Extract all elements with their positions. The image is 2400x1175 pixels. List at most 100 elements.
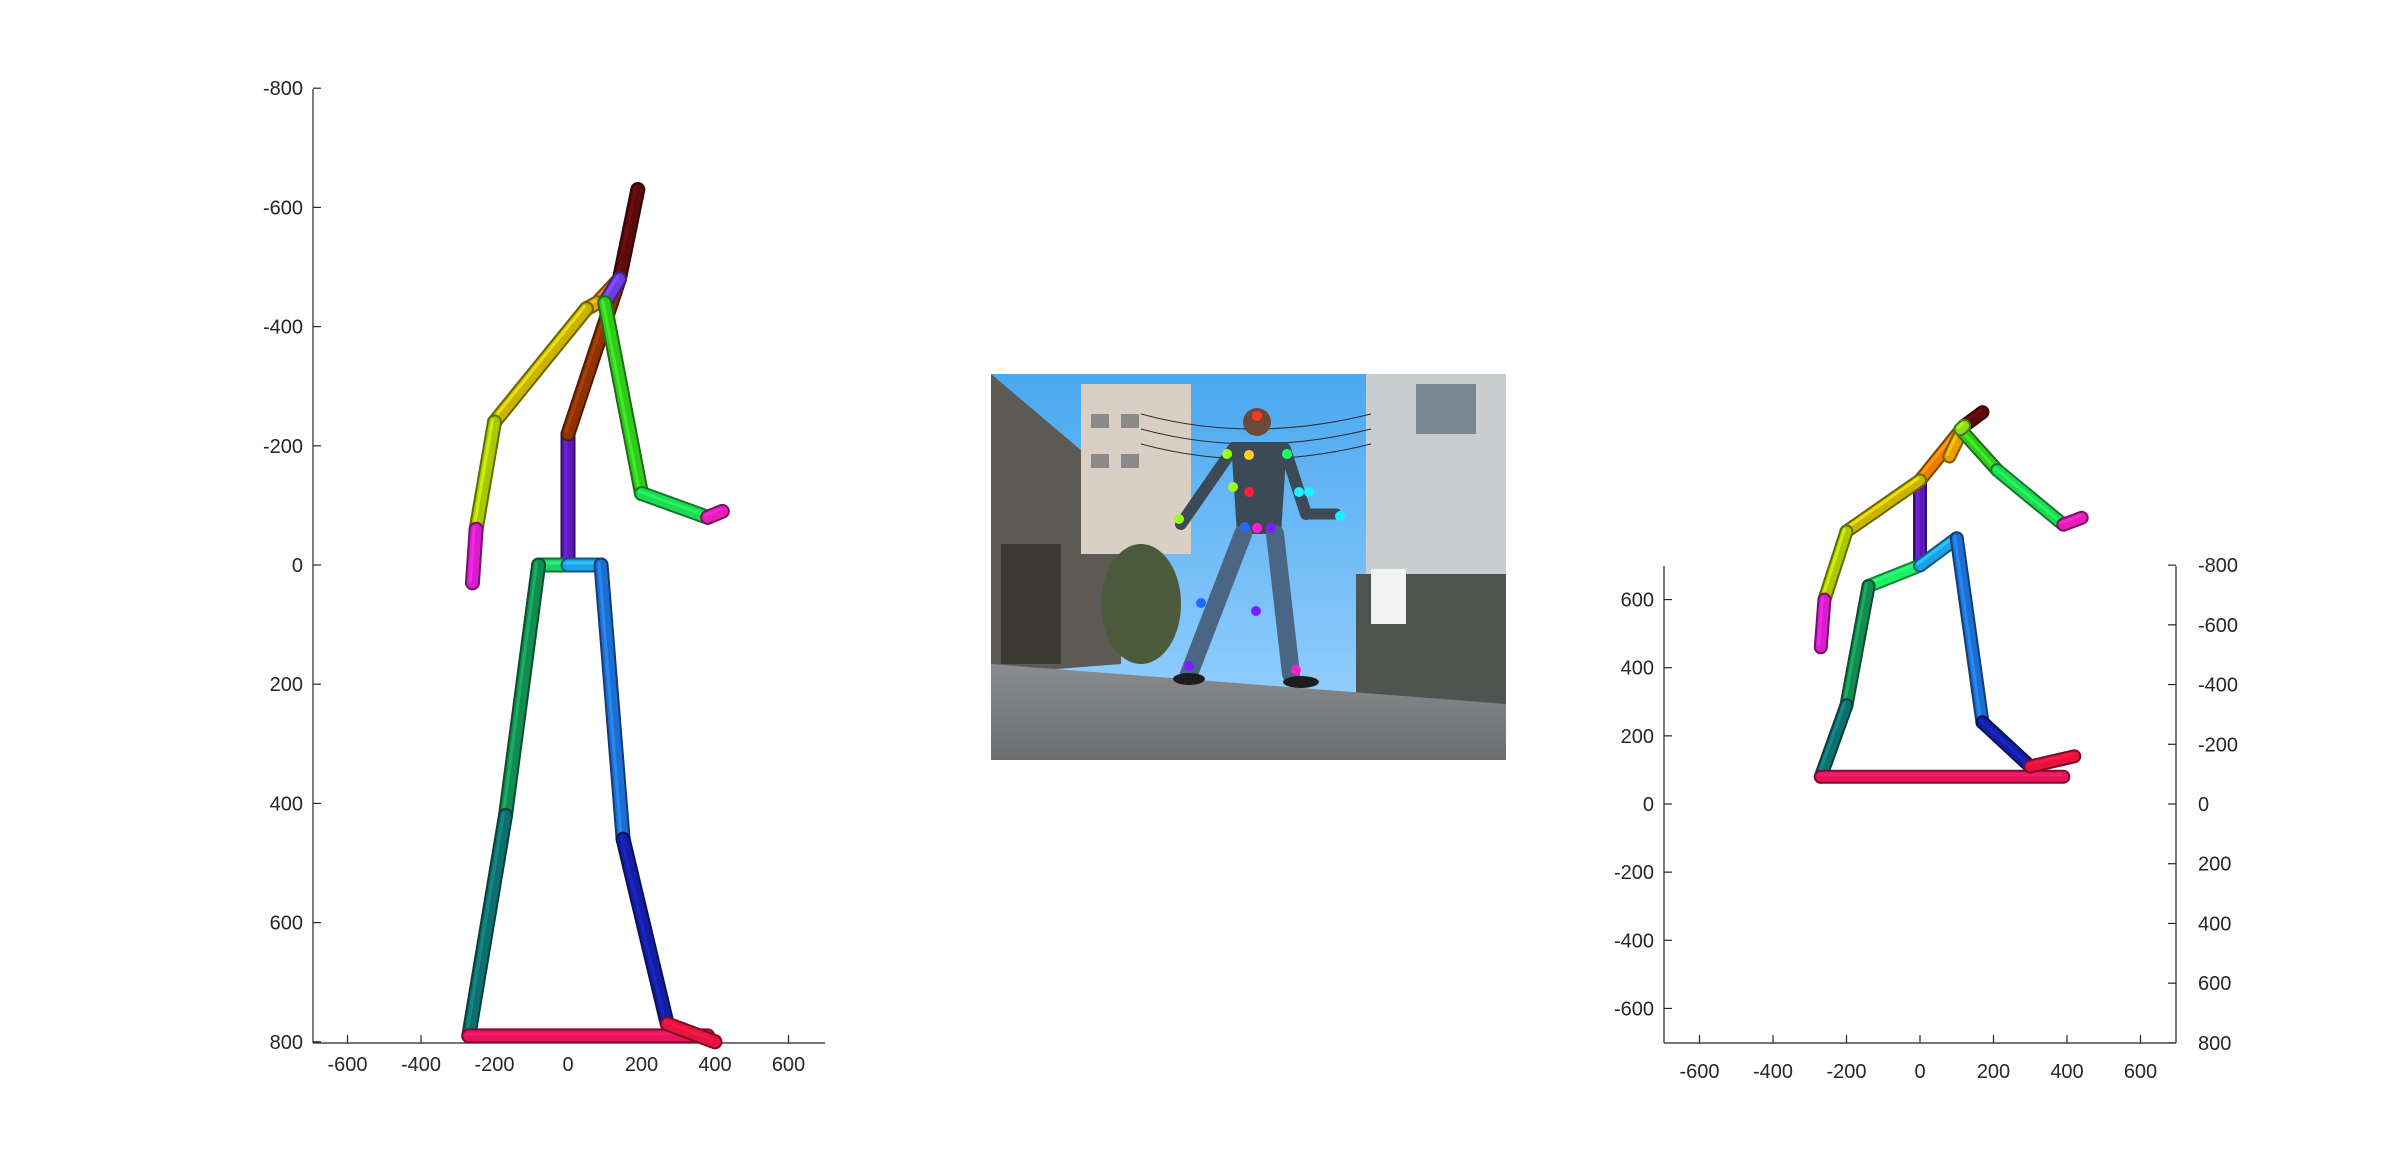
y-tick-label: -600 (263, 197, 303, 219)
bone-highlight (491, 305, 586, 422)
bone-highlight (663, 1020, 715, 1042)
skeleton-right (1813, 405, 2089, 784)
x-tick-label: -600 (327, 1054, 367, 1076)
bone-highlight (601, 299, 641, 493)
bone (599, 297, 647, 499)
appliance (1371, 569, 1406, 624)
bone (466, 523, 482, 589)
bone (500, 559, 545, 821)
keypoint-dot (1196, 598, 1206, 608)
photo-panel (991, 374, 1506, 760)
bone-highlight (472, 418, 494, 529)
y2-tick-label: 400 (2198, 913, 2231, 935)
keypoint-dot (1174, 514, 1184, 524)
y-tick-label: -200 (263, 436, 303, 458)
bone-highlight (1865, 562, 1920, 586)
keypoint-dot (1228, 482, 1238, 492)
person-leg (1266, 525, 1300, 683)
bone (702, 505, 728, 523)
bone (463, 809, 512, 1042)
y2-tick-label: 800 (2198, 1033, 2231, 1055)
left-pose-panel: -800 -600 -400 -200 0 200 400 600 800 -600 -400 -20… (263, 78, 825, 1076)
bone-highlight (1820, 527, 1846, 600)
person-shoe (1173, 673, 1205, 685)
keypoint-dot (1244, 487, 1254, 497)
y2-tick-label: -200 (2198, 734, 2238, 756)
bone-highlight (638, 489, 708, 517)
bone-highlight (1978, 718, 2030, 767)
y-tick-label: 800 (270, 1032, 303, 1054)
keypoint-dot (1251, 606, 1261, 616)
keypoint-overlay (1174, 411, 1345, 675)
person-arm (1279, 443, 1312, 520)
bone-highlight (704, 507, 722, 517)
y2-tick-label: 600 (2198, 973, 2231, 995)
bone-highlight (619, 835, 667, 1024)
x-tick-label: 0 (562, 1054, 573, 1076)
person-torso (1231, 442, 1287, 534)
x-tick-label: 0 (1914, 1061, 1925, 1083)
y-tick-label: 0 (292, 555, 303, 577)
window (1091, 414, 1109, 428)
gate (1001, 544, 1061, 664)
photo-image (991, 374, 1506, 760)
bone (470, 416, 500, 535)
bone-highlight (615, 186, 638, 279)
person-leg (1180, 525, 1252, 683)
bone-highlight (2059, 514, 2082, 525)
window (1091, 454, 1109, 468)
keypoint-dot (1252, 523, 1262, 533)
bone (2025, 751, 2080, 772)
bone-highlight (1843, 476, 1920, 531)
bone-highlight (465, 811, 506, 1036)
y-tick-label: 400 (270, 793, 303, 815)
keypoint-dot (1294, 487, 1304, 497)
bone (1841, 580, 1874, 711)
bone-highlight (1916, 534, 1957, 566)
x-tick-label: -600 (1679, 1061, 1719, 1083)
bone-highlight (1953, 534, 1982, 722)
y-tick-label: -400 (263, 317, 303, 339)
y2-tick-label: -800 (2198, 555, 2238, 577)
x-tick-label: 400 (698, 1054, 731, 1076)
skeleton-left (461, 182, 730, 1050)
x-tick-label: -400 (401, 1054, 441, 1076)
bone-highlight (502, 561, 539, 815)
x-tick-label: 200 (625, 1054, 658, 1076)
window (1121, 414, 1139, 428)
bone (489, 303, 592, 428)
bone-highlight (1843, 582, 1869, 705)
bone-highlight (1993, 466, 2063, 525)
apartment-building (1081, 384, 1191, 554)
bone (613, 184, 644, 285)
bone (1841, 475, 1925, 537)
keypoint-dot (1266, 523, 1276, 533)
y-tick-label: 400 (1621, 658, 1654, 680)
road (991, 664, 1506, 760)
bone (1951, 533, 1988, 728)
keypoint-dot (1244, 450, 1254, 460)
y-tick-label: 0 (1643, 794, 1654, 816)
bone-highlight (1817, 596, 1824, 647)
keypoint-dot (1184, 661, 1194, 671)
y-tick-label: -600 (1614, 998, 1654, 1020)
bone-highlight (1817, 701, 1846, 777)
bone-highlight (468, 525, 476, 583)
x-tick-label: 600 (772, 1054, 805, 1076)
right-window (1416, 384, 1476, 434)
keypoint-dot (1252, 411, 1262, 421)
y-tick-label: 200 (1621, 726, 1654, 748)
bone-highlight (2026, 752, 2074, 767)
bone (1815, 700, 1852, 782)
bone (1819, 526, 1852, 605)
y-tick-label: 600 (1621, 590, 1654, 612)
bone-highlight (597, 561, 623, 839)
bone-highlight (1956, 422, 1964, 429)
y-tick-label: -200 (1614, 862, 1654, 884)
x-tick-label: 400 (2050, 1061, 2083, 1083)
keypoint-dot (1291, 665, 1301, 675)
keypoint-dot (1282, 449, 1292, 459)
shrub (1101, 544, 1181, 664)
